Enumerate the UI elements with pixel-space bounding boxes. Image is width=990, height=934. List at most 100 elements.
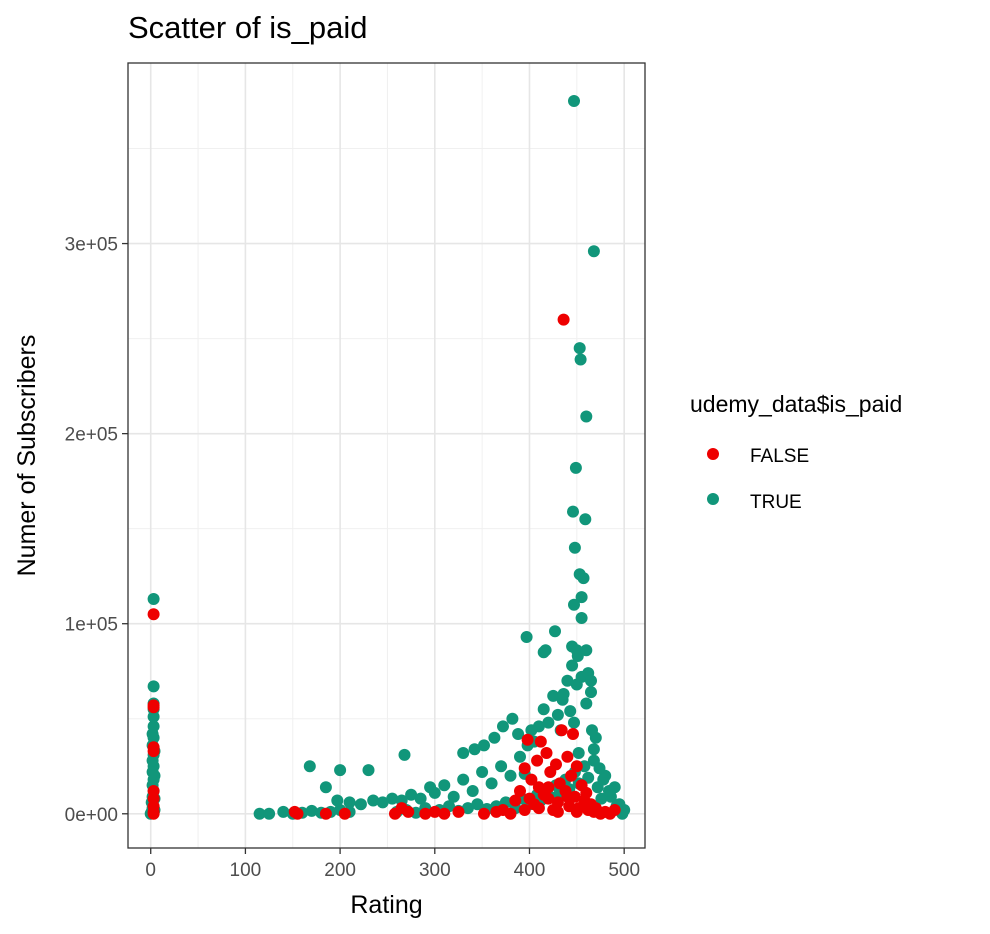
point-true — [497, 720, 509, 733]
point-true — [305, 804, 318, 817]
point-true — [506, 712, 519, 725]
point-false — [565, 769, 578, 782]
point-false — [147, 608, 160, 621]
point-true — [568, 95, 580, 107]
point-true — [586, 724, 598, 737]
point-true — [580, 644, 593, 657]
point-true — [577, 572, 590, 585]
point-true — [376, 796, 389, 809]
x-axis-ticks: 0 100 200 300 400 500 — [145, 848, 640, 881]
point-true — [457, 747, 470, 759]
chart-title: Scatter of is_paid — [128, 10, 368, 45]
point-true — [488, 731, 501, 744]
point-false — [550, 758, 562, 771]
point-true — [495, 760, 508, 773]
legend-key-false — [707, 448, 719, 460]
point-true — [398, 748, 411, 761]
x-tick-label: 100 — [230, 860, 262, 881]
point-true — [478, 739, 490, 752]
point-true — [414, 792, 427, 805]
point-false — [319, 807, 332, 820]
legend: udemy_data$is_paid FALSE TRUE — [690, 391, 902, 513]
point-true — [572, 747, 585, 759]
point-true — [468, 743, 481, 756]
point-true — [561, 674, 574, 687]
y-tick-label: 0e+00 — [65, 805, 118, 826]
point-true — [147, 680, 160, 693]
point-true — [575, 591, 588, 604]
point-false — [561, 750, 574, 763]
point-true — [573, 342, 586, 355]
point-true — [447, 790, 460, 803]
point-true — [476, 766, 489, 778]
point-true — [438, 779, 451, 792]
point-false — [291, 807, 304, 820]
point-true — [547, 689, 560, 702]
point-false — [504, 807, 517, 820]
point-true — [537, 703, 550, 716]
point-true — [319, 781, 332, 794]
x-tick-label: 500 — [608, 860, 640, 881]
point-true — [147, 593, 160, 605]
point-true — [263, 807, 276, 820]
point-true — [303, 760, 316, 773]
data-points — [144, 95, 631, 820]
point-true — [520, 631, 533, 643]
point-true — [585, 674, 597, 687]
point-false — [478, 807, 490, 820]
point-true — [557, 688, 570, 700]
point-true — [331, 794, 344, 807]
point-false — [514, 785, 526, 797]
point-false — [147, 745, 160, 758]
point-true — [362, 764, 375, 777]
y-axis-ticks: 0e+00 1e+05 2e+05 3e+05 — [65, 235, 128, 826]
point-false — [523, 792, 536, 805]
point-true — [566, 659, 579, 672]
point-true — [551, 708, 564, 721]
y-tick-label: 2e+05 — [65, 425, 118, 446]
y-tick-label: 3e+05 — [65, 235, 118, 256]
point-false — [518, 804, 531, 816]
point-false — [147, 701, 160, 714]
point-false — [570, 760, 583, 773]
point-true — [603, 785, 615, 797]
point-false — [567, 728, 579, 740]
point-true — [485, 777, 498, 790]
point-true — [549, 625, 561, 638]
point-true — [253, 807, 266, 820]
point-false — [534, 735, 547, 748]
point-false — [551, 805, 564, 818]
point-true — [457, 773, 470, 786]
point-true — [147, 720, 160, 733]
point-false — [531, 754, 544, 767]
point-true — [575, 612, 588, 624]
point-true — [466, 785, 479, 797]
legend-key-true — [707, 493, 719, 505]
x-tick-label: 200 — [324, 860, 356, 881]
point-false — [555, 724, 568, 737]
point-true — [277, 805, 290, 818]
x-tick-label: 300 — [419, 860, 451, 881]
point-true — [574, 353, 587, 366]
point-true — [595, 792, 608, 805]
series-false — [147, 313, 621, 820]
point-true — [587, 245, 600, 258]
point-true — [334, 764, 347, 777]
point-false — [147, 807, 160, 820]
point-true — [343, 796, 356, 809]
point-true — [471, 798, 484, 811]
point-false — [542, 781, 555, 794]
legend-label-false: FALSE — [750, 446, 809, 467]
point-false — [540, 747, 553, 759]
minor-gridlines — [128, 63, 645, 848]
point-false — [452, 805, 465, 818]
point-true — [580, 410, 593, 423]
point-true — [569, 461, 582, 474]
point-true — [568, 598, 580, 611]
point-false — [518, 762, 531, 775]
point-true — [585, 686, 597, 699]
point-false — [525, 773, 538, 786]
point-true — [354, 798, 367, 811]
point-true — [504, 769, 517, 782]
